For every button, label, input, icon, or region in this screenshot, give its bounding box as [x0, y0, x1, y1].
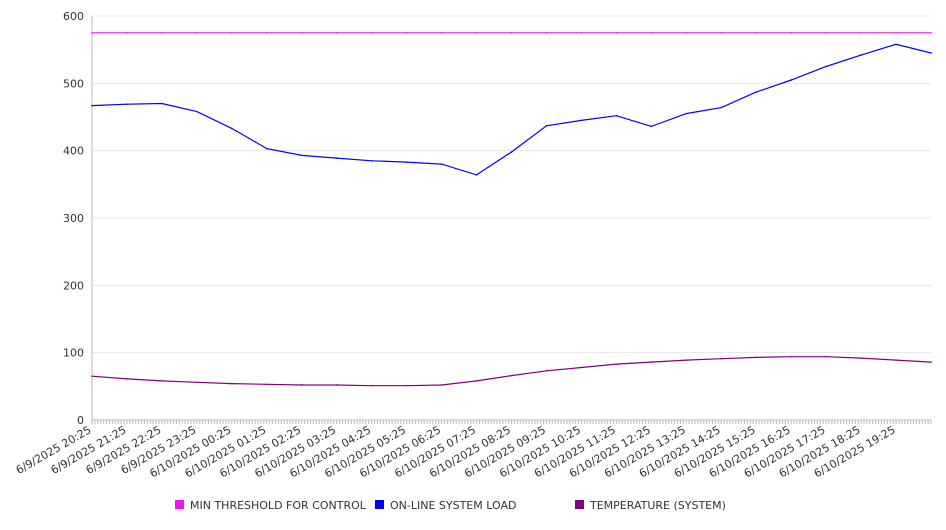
data-point — [370, 32, 373, 34]
data-point — [930, 361, 932, 363]
data-point — [265, 147, 268, 150]
data-point — [650, 125, 653, 128]
data-point — [895, 359, 897, 361]
data-point — [790, 355, 792, 358]
data-point — [335, 157, 338, 159]
data-point — [196, 381, 198, 384]
y-tick-label: 400 — [63, 145, 84, 158]
data-point — [580, 32, 583, 34]
data-point — [825, 32, 827, 34]
data-point — [370, 384, 373, 387]
data-point — [825, 355, 827, 358]
data-point — [685, 359, 688, 361]
data-point — [265, 32, 268, 34]
data-point — [930, 52, 932, 54]
data-point — [91, 375, 93, 378]
data-point — [720, 106, 723, 109]
y-tick-label: 0 — [77, 414, 84, 427]
data-point — [475, 380, 478, 382]
data-point — [126, 32, 128, 34]
data-point — [580, 119, 583, 122]
legend-label: TEMPERATURE (SYSTEM) — [589, 499, 726, 512]
y-axis-ticks: 0 100 200 300 400 500 600 — [63, 10, 84, 427]
x-axis-ticks: 6/9/2025 20:256/9/2025 21:256/9/2025 22:… — [14, 420, 932, 480]
data-point — [545, 370, 548, 372]
data-point — [685, 112, 688, 115]
grid-lines — [92, 15, 931, 354]
data-point — [685, 32, 688, 34]
data-point — [825, 65, 827, 68]
data-point — [545, 32, 548, 34]
data-point — [510, 374, 513, 377]
y-tick-label: 500 — [63, 77, 84, 90]
data-point — [161, 102, 163, 105]
data-point — [405, 161, 408, 163]
data-point — [300, 32, 303, 34]
data-point — [650, 32, 653, 34]
data-point — [126, 103, 128, 106]
data-point — [615, 363, 618, 365]
data-point — [510, 151, 513, 153]
data-point — [300, 384, 303, 386]
data-point — [545, 124, 548, 127]
data-point — [475, 32, 478, 34]
data-point — [650, 361, 653, 363]
data-point — [440, 163, 443, 165]
series-lines — [91, 32, 932, 387]
data-point — [755, 91, 758, 93]
data-point — [440, 384, 443, 386]
data-point — [475, 174, 478, 176]
data-point — [790, 79, 792, 81]
data-point — [790, 32, 792, 34]
data-point — [895, 43, 897, 46]
y-tick-label: 300 — [63, 212, 84, 225]
data-point — [930, 32, 932, 34]
data-point — [755, 32, 758, 34]
data-point — [91, 32, 93, 34]
data-point — [405, 384, 408, 387]
data-point — [720, 32, 723, 34]
data-point — [720, 357, 723, 360]
data-point — [860, 32, 862, 34]
data-point — [231, 127, 233, 130]
data-point — [161, 32, 163, 34]
data-point — [196, 110, 198, 113]
data-point — [196, 32, 198, 34]
data-point — [615, 32, 618, 34]
data-point — [580, 366, 583, 369]
data-point — [440, 32, 443, 34]
series-line-1 — [91, 43, 932, 176]
legend-swatch — [575, 500, 584, 509]
data-point — [161, 380, 163, 382]
data-point — [755, 356, 758, 359]
data-point — [335, 384, 338, 386]
y-tick-label: 100 — [63, 347, 84, 360]
legend-label: MIN THRESHOLD FOR CONTROL — [190, 499, 367, 512]
data-point — [126, 378, 128, 380]
legend-swatch — [175, 500, 184, 509]
data-point — [860, 54, 862, 56]
data-point — [510, 32, 513, 34]
data-point — [231, 382, 233, 385]
data-point — [231, 32, 233, 34]
data-point — [895, 32, 897, 34]
legend-label: ON-LINE SYSTEM LOAD — [390, 499, 516, 512]
series-line-2 — [91, 356, 932, 387]
legend: MIN THRESHOLD FOR CONTROL ON-LINE SYSTEM … — [175, 499, 726, 512]
data-point — [335, 32, 338, 34]
y-tick-label: 600 — [63, 10, 84, 23]
data-point — [405, 32, 408, 34]
data-point — [615, 114, 618, 117]
data-point — [91, 104, 93, 107]
y-tick-label: 200 — [63, 279, 84, 292]
data-point — [860, 357, 862, 359]
legend-swatch — [375, 500, 384, 509]
data-point — [300, 154, 303, 157]
data-point — [370, 159, 373, 162]
data-point — [265, 383, 268, 386]
